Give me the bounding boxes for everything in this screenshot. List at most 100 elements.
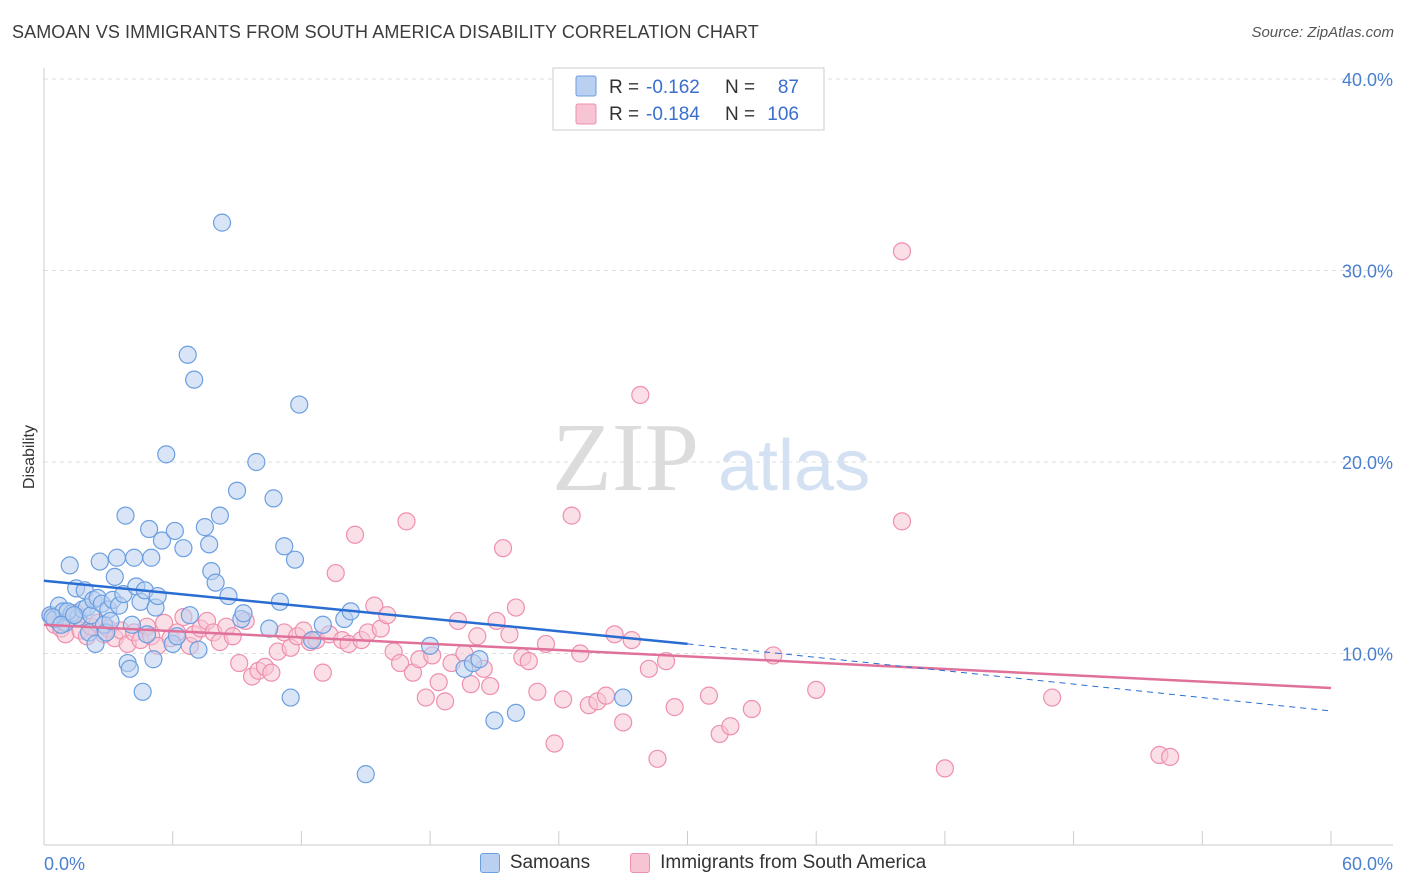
legend-box [552,67,825,131]
point-samoans-64 [260,619,279,638]
point-samoans-71 [303,630,322,650]
watermark-atlas: atlas [718,426,870,506]
point-samoans-38 [140,519,159,539]
point-samoans-5 [60,556,79,575]
point-immigrants-57 [390,653,410,673]
point-immigrants-83 [571,644,590,663]
legend-swatch-immigrants [575,103,597,125]
point-samoans-46 [165,521,184,541]
point-samoans-68 [281,688,300,707]
trend-line-immigrants [43,623,1332,690]
legend: R = -0.162 N = 87 R = -0.184 N = 106 [552,67,825,131]
legend-r-label-0: R = [609,77,639,98]
point-samoans-65 [264,489,283,508]
point-samoans-58 [212,213,232,232]
bottom-legend: Samoans Immigrants from South America [0,852,1406,874]
point-samoans-60 [227,481,247,500]
trend-lines [43,579,1332,712]
point-samoans-79 [470,650,489,669]
bottom-legend-swatch-samoans [479,853,500,873]
point-samoans-82 [614,688,633,707]
point-samoans-51 [185,370,204,389]
point-samoans-53 [195,518,214,537]
point-immigrants-63 [429,673,448,692]
y-axis-label: Disability [21,425,38,489]
point-samoans-57 [210,506,229,525]
point-samoans-67 [275,537,294,556]
y-tick-labels: 10.0% 20.0% 30.0% 40.0% [1342,70,1393,665]
chart-source: Source: ZipAtlas.com [1251,24,1394,41]
point-samoans-35 [133,682,152,701]
point-samoans-24 [105,567,124,587]
axes [43,68,1393,846]
point-immigrants-80 [545,734,564,753]
point-immigrants-58 [397,512,416,531]
point-immigrants-82 [562,506,581,525]
trend-line-samoans-extension [687,643,1332,712]
legend-r-label-1: R = [609,104,639,125]
bottom-legend-label-samoans: Samoans [509,852,591,873]
point-immigrants-81 [553,690,573,709]
point-samoans-15 [86,634,105,654]
point-samoans-28 [116,506,135,525]
legend-swatch-samoans [575,75,597,97]
point-immigrants-68 [461,675,480,694]
point-immigrants-73 [493,539,513,558]
point-immigrants-97 [721,717,740,736]
legend-n-value-0: 87 [778,77,799,98]
point-samoans-30 [120,659,139,678]
point-samoans-75 [356,765,375,784]
point-samoans-62 [234,604,253,623]
point-samoans-86 [64,606,84,625]
point-samoans-80 [485,711,504,730]
point-immigrants-71 [481,676,500,696]
point-samoans-69 [285,550,305,569]
point-immigrants-95 [699,686,719,705]
point-immigrants-50 [345,525,365,544]
point-samoans-48 [174,539,193,558]
point-samoans-76 [421,636,440,655]
point-samoans-32 [124,548,144,567]
legend-r-value-0: -0.162 [646,77,700,98]
point-samoans-39 [142,548,161,567]
point-immigrants-91 [639,659,658,678]
x-tick-label-max: 60.0% [1342,854,1393,874]
point-immigrants-87 [605,625,624,644]
point-samoans-50 [180,606,199,625]
point-samoans-40 [144,650,163,669]
point-immigrants-103 [935,759,955,778]
point-immigrants-101 [892,242,912,261]
legend-r-value-1: -0.184 [646,104,700,125]
point-immigrants-69 [468,627,487,646]
y-tick-label-3: 40.0% [1342,70,1393,90]
point-immigrants-92 [648,749,667,768]
point-samoans-43 [152,531,172,550]
point-immigrants-37 [262,663,281,682]
point-immigrants-102 [892,512,912,531]
point-samoans-72 [313,615,332,634]
point-immigrants-64 [436,692,455,711]
point-immigrants-77 [519,652,538,671]
watermark-zip: ZIP [552,404,699,512]
point-immigrants-74 [500,625,519,644]
point-immigrants-94 [665,698,684,717]
point-immigrants-75 [506,598,526,617]
watermark: ZIP atlas [552,404,870,512]
point-immigrants-106 [1161,747,1180,767]
y-tick-label-0: 10.0% [1342,645,1393,665]
point-samoans-66 [270,592,290,611]
point-samoans-70 [290,395,309,414]
point-samoans-31 [122,615,142,634]
point-samoans-54 [200,535,219,554]
point-samoans-56 [206,573,225,592]
chart-title: SAMOAN VS IMMIGRANTS FROM SOUTH AMERICA … [12,22,759,42]
point-samoans-52 [189,640,208,659]
y-tick-label-1: 20.0% [1342,453,1393,473]
point-samoans-25 [107,548,127,567]
bottom-legend-samoans: Samoans [479,852,591,874]
point-immigrants-86 [596,686,616,705]
point-immigrants-45 [313,663,332,682]
series-samoans-points [41,213,633,784]
point-immigrants-31 [223,627,242,646]
